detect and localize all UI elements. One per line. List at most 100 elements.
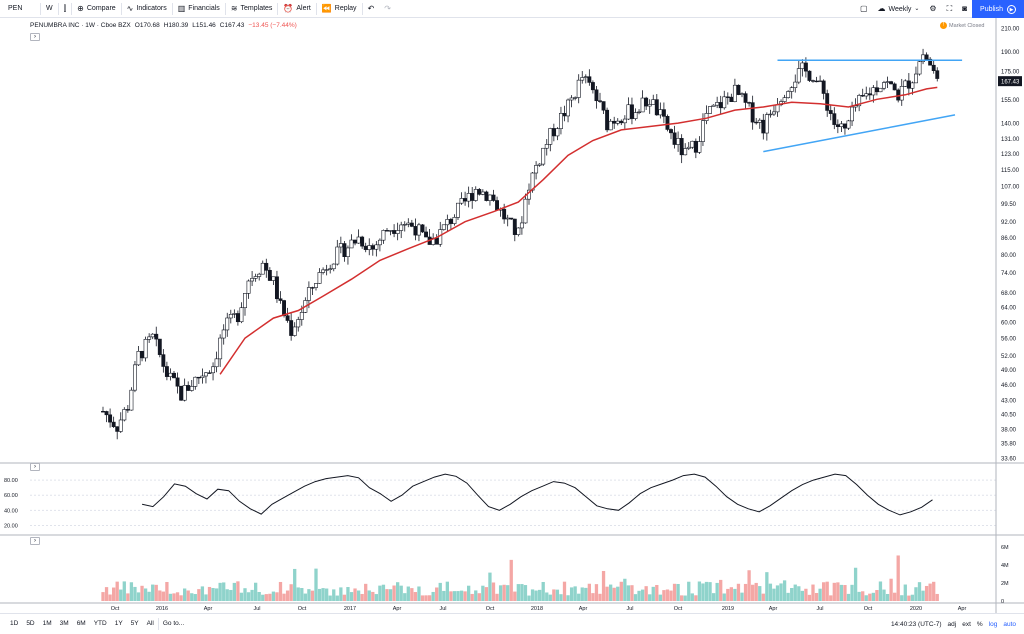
osc-tick-label: 40.00 [4,508,18,514]
volume-bar [225,589,229,601]
candle-body [104,411,109,416]
volume-bar [147,591,151,601]
volume-bar [254,582,258,601]
candle-body [193,376,198,387]
range-1y[interactable]: 1Y [114,620,123,627]
candle-body [740,93,744,95]
candle-body [260,262,265,275]
candle-body [718,102,723,109]
candle-body [676,138,681,145]
volume-bar [765,572,769,601]
candle-body [669,129,673,134]
replay-button[interactable]: ⏪ Replay [317,0,362,18]
auto-toggle[interactable]: auto [1003,620,1016,628]
volume-bar [932,581,936,601]
chart-type-button[interactable]: ⫿ [59,0,72,18]
volume-tick-label: 2M [1001,581,1009,587]
fullscreen-button[interactable]: ⛶ [942,0,958,18]
volume-bar [303,593,307,601]
percent-toggle[interactable]: % [976,620,983,628]
indicators-button[interactable]: ∿ Indicators [122,0,172,18]
divider [315,2,317,15]
candle-body [647,104,652,107]
candle-body [835,124,840,127]
volume-bar [282,593,286,601]
candle-body [370,245,375,250]
candle-body [700,120,705,142]
adj-toggle[interactable]: adj [947,620,957,628]
candle-body [935,70,940,79]
candle-body [402,224,407,226]
range-ytd[interactable]: YTD [93,620,107,627]
volume-bar [353,588,357,601]
compare-button[interactable]: ⊕ Compare [72,0,121,18]
volume-bar [619,581,623,601]
volume-bar [708,582,712,601]
log-toggle[interactable]: log [988,620,998,628]
volume-bar [271,591,276,601]
candle-body [441,224,446,230]
volume-bar [442,590,446,601]
candle-body [764,114,769,134]
volume-bar [165,581,169,601]
candle-body [715,102,720,106]
candle-body [232,313,237,315]
range-5d[interactable]: 5D [26,620,35,627]
last-price-label: 167.43 [1001,80,1020,86]
volume-bar [101,592,105,601]
candle-body [711,104,716,107]
candle-body [541,147,546,165]
legend-symbol-name[interactable]: PENUMBRA INC · 1W · Cboe BZX [30,22,131,29]
layout-select-button[interactable]: ▢ [855,0,873,18]
volume-bar [782,580,787,601]
financials-button[interactable]: ▥ Financials [173,0,225,18]
volume-bar [896,555,900,601]
volume-collapse-button[interactable]: › [30,537,40,545]
range-all[interactable]: All [146,620,154,627]
undo-button[interactable]: ↶ [363,0,380,18]
volume-bar [882,589,886,601]
bottom-bar: 1D 5D 1M 3M 6M YTD 1Y 5Y All Go to... 14:40:23 (… [0,613,1024,633]
candle-body [889,81,894,85]
range-6m[interactable]: 6M [76,620,86,627]
volume-bar [459,590,464,601]
ext-toggle[interactable]: ext [962,620,971,628]
range-3m[interactable]: 3M [59,620,69,627]
candle-body [321,269,326,273]
alert-button[interactable]: ⏰ Alert [278,0,315,18]
volume-bar [616,586,620,601]
snapshot-button[interactable]: ◙ [957,0,972,18]
goto-button[interactable]: Go to... [159,620,188,627]
redo-button[interactable]: ↷ [379,0,396,18]
candle-body [708,106,713,114]
candle-body [803,62,808,72]
publish-button[interactable]: Publish ▶ [972,0,1024,18]
layout-name-button[interactable]: ☁ Weekly ⌄ [873,0,925,18]
volume-bar [463,591,467,601]
volume-bar [530,589,535,601]
volume-bar [740,592,744,601]
volume-bar [136,592,141,601]
settings-button[interactable]: ⚙ [924,0,941,18]
candle-body [495,200,499,211]
range-5y[interactable]: 5Y [130,620,139,627]
interval-button[interactable]: W [41,0,58,18]
publish-label: Publish [980,5,1003,13]
legend-collapse-button[interactable]: › [30,33,40,41]
volume-bar [829,595,833,601]
volume-bar [843,585,847,601]
chart-canvas[interactable]: 210.00 190.00 175.00 167.43 155.00 140.00 131.… [0,18,1024,613]
templates-button[interactable]: ≋ Templates [226,0,278,18]
candle-body [885,81,890,83]
range-1d[interactable]: 1D [10,620,19,627]
divider [157,617,159,630]
candle-body [661,109,666,117]
osc-tick-label: 20.00 [4,523,18,529]
time-tick-label: Oct [674,606,683,612]
market-status-label: Market Closed [949,22,985,29]
oscillator-collapse-button[interactable]: › [30,463,40,471]
symbol-search[interactable]: PEN [0,0,40,18]
trendlines[interactable] [763,59,963,153]
range-1m[interactable]: 1M [42,620,52,627]
volume-bar [243,588,247,601]
